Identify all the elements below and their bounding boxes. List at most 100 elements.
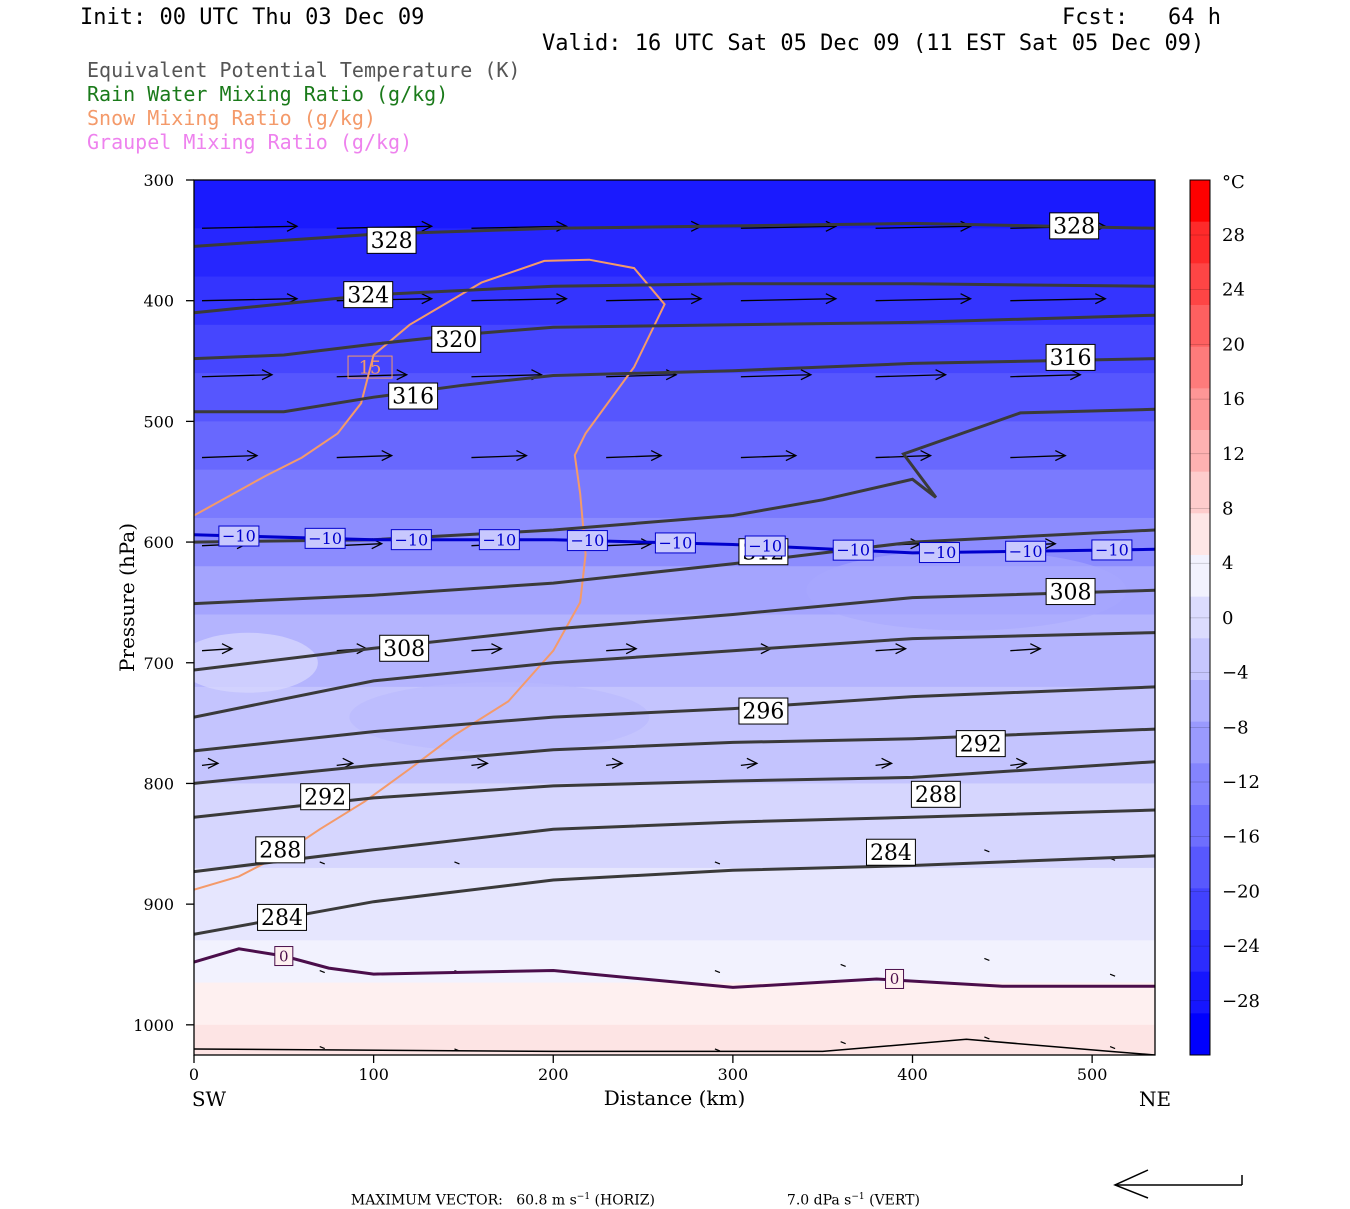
isotherm-minus10-label-text: −10 — [222, 527, 256, 546]
colorbar-swatch — [1190, 971, 1210, 1014]
isotherm-minus10-label-text: −10 — [482, 530, 516, 549]
theta-e-label-284: 284 — [257, 903, 307, 931]
wind-vector — [471, 450, 528, 462]
footer-vert-vector: 7.0 dPa s−1 (VERT) — [778, 1176, 920, 1209]
x-tick-label: 200 — [538, 1065, 569, 1084]
wind-vector — [606, 293, 703, 305]
wind-tick — [319, 969, 325, 974]
wind-vector — [201, 369, 274, 381]
wind-vector-head — [396, 369, 409, 381]
wind-vector-head — [491, 643, 503, 655]
wind-vector — [606, 643, 638, 655]
plot-frame — [193, 179, 1156, 1056]
theta-e-label-328: 328 — [366, 226, 417, 254]
colorbar-swatch — [1190, 346, 1210, 389]
theta-e-label-328: 328 — [1049, 212, 1100, 240]
end-label-ne: NE — [1139, 1087, 1171, 1111]
end-label-sw: SW — [192, 1087, 227, 1111]
wind-vector-shaft — [201, 225, 298, 229]
isotherm-minus10-label-box — [744, 535, 786, 557]
wind-vector-shaft — [740, 762, 757, 766]
temp-band-4 — [194, 373, 1155, 423]
theta-e-contour-280 — [194, 854, 1155, 936]
footer-vert-value: 7.0 dPa s — [786, 1192, 852, 1209]
wind-vector-shaft — [471, 648, 502, 652]
isotherm-minus10-label: −10 — [566, 530, 608, 552]
footer-max-label: MAXIMUM VECTOR: — [350, 1192, 503, 1209]
wind-vector-head — [690, 293, 703, 305]
isotherm-minus10-label-text: −10 — [308, 529, 342, 548]
colorbar-label: 28 — [1222, 225, 1245, 246]
snow-contour-label: 15 — [347, 355, 393, 379]
wind-vector-head — [221, 643, 234, 655]
theta-e-label-320: 320 — [431, 325, 482, 353]
colorbar-swatch — [1190, 638, 1210, 681]
theta-e-label-288: 288 — [255, 836, 306, 864]
isotherm-minus10-label: −10 — [390, 529, 432, 551]
temp-band-11 — [194, 783, 1155, 869]
theta-e-label-316: 316 — [388, 382, 439, 410]
isotherm-zero-label-text: 0 — [890, 970, 900, 988]
colorbar-label: −24 — [1222, 936, 1260, 957]
isotherm-minus10-label: −10 — [654, 532, 696, 554]
isotherm-minus10-label: −10 — [218, 525, 260, 547]
forecast-hour: Fcst: 64 h — [1062, 5, 1221, 30]
wind-vector-shaft — [740, 298, 836, 302]
colorbar-frame — [1189, 179, 1211, 1056]
wind-vector-head — [825, 220, 838, 232]
wind-vector — [1010, 450, 1067, 462]
y-tick-label: 1000 — [133, 1016, 174, 1035]
x-tick-label: 300 — [718, 1065, 749, 1084]
wind-vector-head — [516, 450, 528, 462]
theta-e-label-328-text: 328 — [1053, 215, 1095, 240]
wind-vector-shaft — [471, 225, 567, 229]
temp-band-13 — [194, 940, 1155, 984]
footer-horiz-exp: −1 — [576, 1192, 591, 1202]
theta-e-contour-292 — [194, 727, 1155, 785]
wind-vector-shaft — [201, 374, 273, 378]
colorbar-label: −8 — [1222, 717, 1249, 738]
init-time: Init: 00 UTC Thu 03 Dec 09 — [80, 5, 425, 30]
theta-e-label-288: 288 — [910, 780, 961, 808]
wind-vector-head — [825, 293, 838, 305]
theta-e-contour-296 — [194, 685, 1155, 753]
wind-vector — [875, 293, 973, 305]
theta-e-label-308: 308 — [379, 634, 430, 662]
colorbar-swatch — [1190, 888, 1210, 931]
valid-time: Valid: 16 UTC Sat 05 Dec 09 (11 EST Sat … — [542, 31, 1205, 56]
wind-vector — [471, 293, 568, 305]
temp-pocket-east — [806, 550, 1127, 631]
wind-vector — [606, 450, 663, 462]
theta-e-label-292-box — [955, 730, 1006, 758]
theta-e-contour-284 — [194, 808, 1155, 874]
wind-tick — [840, 1041, 846, 1045]
plot-area — [194, 180, 1155, 1055]
wind-vector-head — [1055, 450, 1067, 462]
wind-vector-head — [261, 369, 274, 381]
temp-pocket-mid — [349, 682, 650, 753]
colorbar-label: 12 — [1222, 444, 1245, 465]
legend-snow: Snow Mixing Ratio (g/kg) — [87, 106, 376, 130]
isotherm-minus10-label-text: −10 — [570, 531, 604, 550]
colorbar-swatch — [1190, 1013, 1210, 1056]
wind-vector-shaft — [1010, 298, 1106, 302]
wind-vector-head — [650, 450, 663, 462]
snow-contour-label-box — [347, 355, 393, 379]
wind-vector-shaft — [201, 298, 298, 302]
isotherm-zero-label-text: 0 — [279, 947, 289, 965]
theta-e-contour-300 — [194, 631, 1155, 719]
theta-e-label-292-box — [300, 783, 351, 811]
wind-vector-head — [421, 220, 434, 232]
wind-vector — [740, 220, 838, 232]
wind-vector — [875, 369, 948, 381]
theta-e-label-324-text: 324 — [347, 283, 389, 308]
theta-e-label-308-box — [379, 634, 430, 662]
isotherm-minus10-label-text: −10 — [748, 537, 782, 556]
legend-rain: Rain Water Mixing Ratio (g/kg) — [87, 82, 449, 106]
theta-e-contour-316 — [194, 357, 1155, 414]
theta-e-label-292-text: 292 — [304, 785, 346, 810]
wind-vector — [740, 369, 813, 381]
colorbar-swatch — [1190, 263, 1210, 306]
isotherm-minus10-label-box — [218, 525, 260, 547]
wind-vector — [1010, 757, 1028, 769]
